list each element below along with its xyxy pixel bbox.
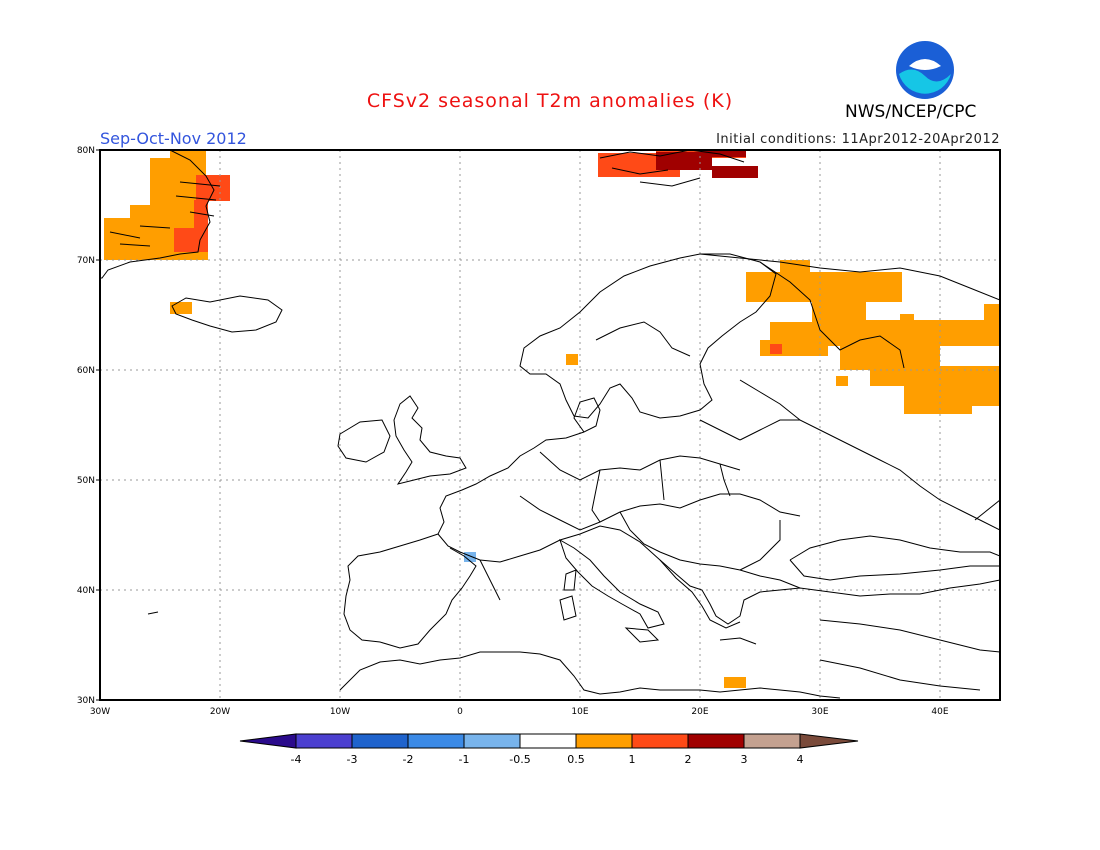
lat-tick-40n: 40N bbox=[77, 586, 95, 596]
colorbar-bin-7 bbox=[631, 733, 689, 749]
anomaly-shading bbox=[104, 150, 1000, 688]
coastlines bbox=[100, 150, 1000, 699]
lat-tick-30n: 30N bbox=[77, 696, 95, 706]
initial-conditions-label: Initial conditions: 11Apr2012-20Apr2012 bbox=[716, 132, 1000, 147]
colorbar-bin-3 bbox=[407, 733, 465, 749]
colorbar-high-arrow bbox=[799, 733, 859, 749]
colorbar-bin-9 bbox=[743, 733, 801, 749]
anomaly-region-iceland bbox=[170, 302, 192, 314]
lat-tick-80n: 80N bbox=[77, 146, 95, 156]
lon-tick-0: 0 bbox=[457, 707, 463, 717]
anomaly-region-greenland-east-core bbox=[174, 175, 230, 252]
lon-tick-10e: 10E bbox=[571, 707, 588, 717]
colorbar-label: -3 bbox=[347, 753, 358, 766]
colorbar-label: 2 bbox=[685, 753, 692, 766]
lat-tick-50n: 50N bbox=[77, 476, 95, 486]
lon-ticks: 30W 20W 10W 0 10E 20E 30E 40E bbox=[90, 707, 949, 717]
colorbar-bin-6 bbox=[575, 733, 633, 749]
lon-tick-40e: 40E bbox=[931, 707, 948, 717]
colorbar-bin-5 bbox=[519, 733, 577, 749]
colorbar-label: -2 bbox=[403, 753, 414, 766]
lon-tick-10w: 10W bbox=[330, 707, 350, 717]
colorbar-bin-4 bbox=[463, 733, 521, 749]
colorbar bbox=[239, 733, 859, 749]
colorbar-bin-2 bbox=[351, 733, 409, 749]
lat-tick-70n: 70N bbox=[77, 256, 95, 266]
colorbar-label: -0.5 bbox=[509, 753, 530, 766]
colorbar-label: 0.5 bbox=[567, 753, 585, 766]
lon-tick-20w: 20W bbox=[210, 707, 230, 717]
anomaly-region-pyrenees bbox=[464, 552, 476, 562]
lat-tick-60n: 60N bbox=[77, 366, 95, 376]
colorbar-label: 1 bbox=[629, 753, 636, 766]
colorbar-bin-1 bbox=[295, 733, 353, 749]
map-frame bbox=[99, 149, 1001, 701]
anomaly-region-svalbard-core bbox=[656, 150, 758, 178]
lon-tick-20e: 20E bbox=[691, 707, 708, 717]
agency-label: NWS/NCEP/CPC bbox=[845, 102, 977, 122]
noaa-logo bbox=[896, 41, 954, 99]
colorbar-label: -4 bbox=[291, 753, 302, 766]
map-title: CFSv2 seasonal T2m anomalies (K) bbox=[366, 90, 734, 112]
colorbar-label: -1 bbox=[459, 753, 470, 766]
colorbar-label: 3 bbox=[741, 753, 748, 766]
colorbar-label: 4 bbox=[797, 753, 804, 766]
colorbar-bin-8 bbox=[687, 733, 745, 749]
anomaly-cell-norway bbox=[566, 354, 578, 365]
anomaly-region-crete bbox=[724, 677, 746, 688]
lon-tick-30w: 30W bbox=[90, 707, 110, 717]
anomaly-region-finland-core bbox=[770, 344, 782, 354]
colorbar-low-arrow bbox=[239, 733, 297, 749]
lon-tick-30e: 30E bbox=[811, 707, 828, 717]
season-label: Sep-Oct-Nov 2012 bbox=[100, 129, 247, 148]
lat-ticks: 30N 40N 50N 60N 70N 80N bbox=[77, 146, 95, 706]
map-gridlines bbox=[100, 150, 1000, 700]
colorbar-labels: -4 -3 -2 -1 -0.5 0.5 1 2 3 4 bbox=[291, 753, 804, 766]
